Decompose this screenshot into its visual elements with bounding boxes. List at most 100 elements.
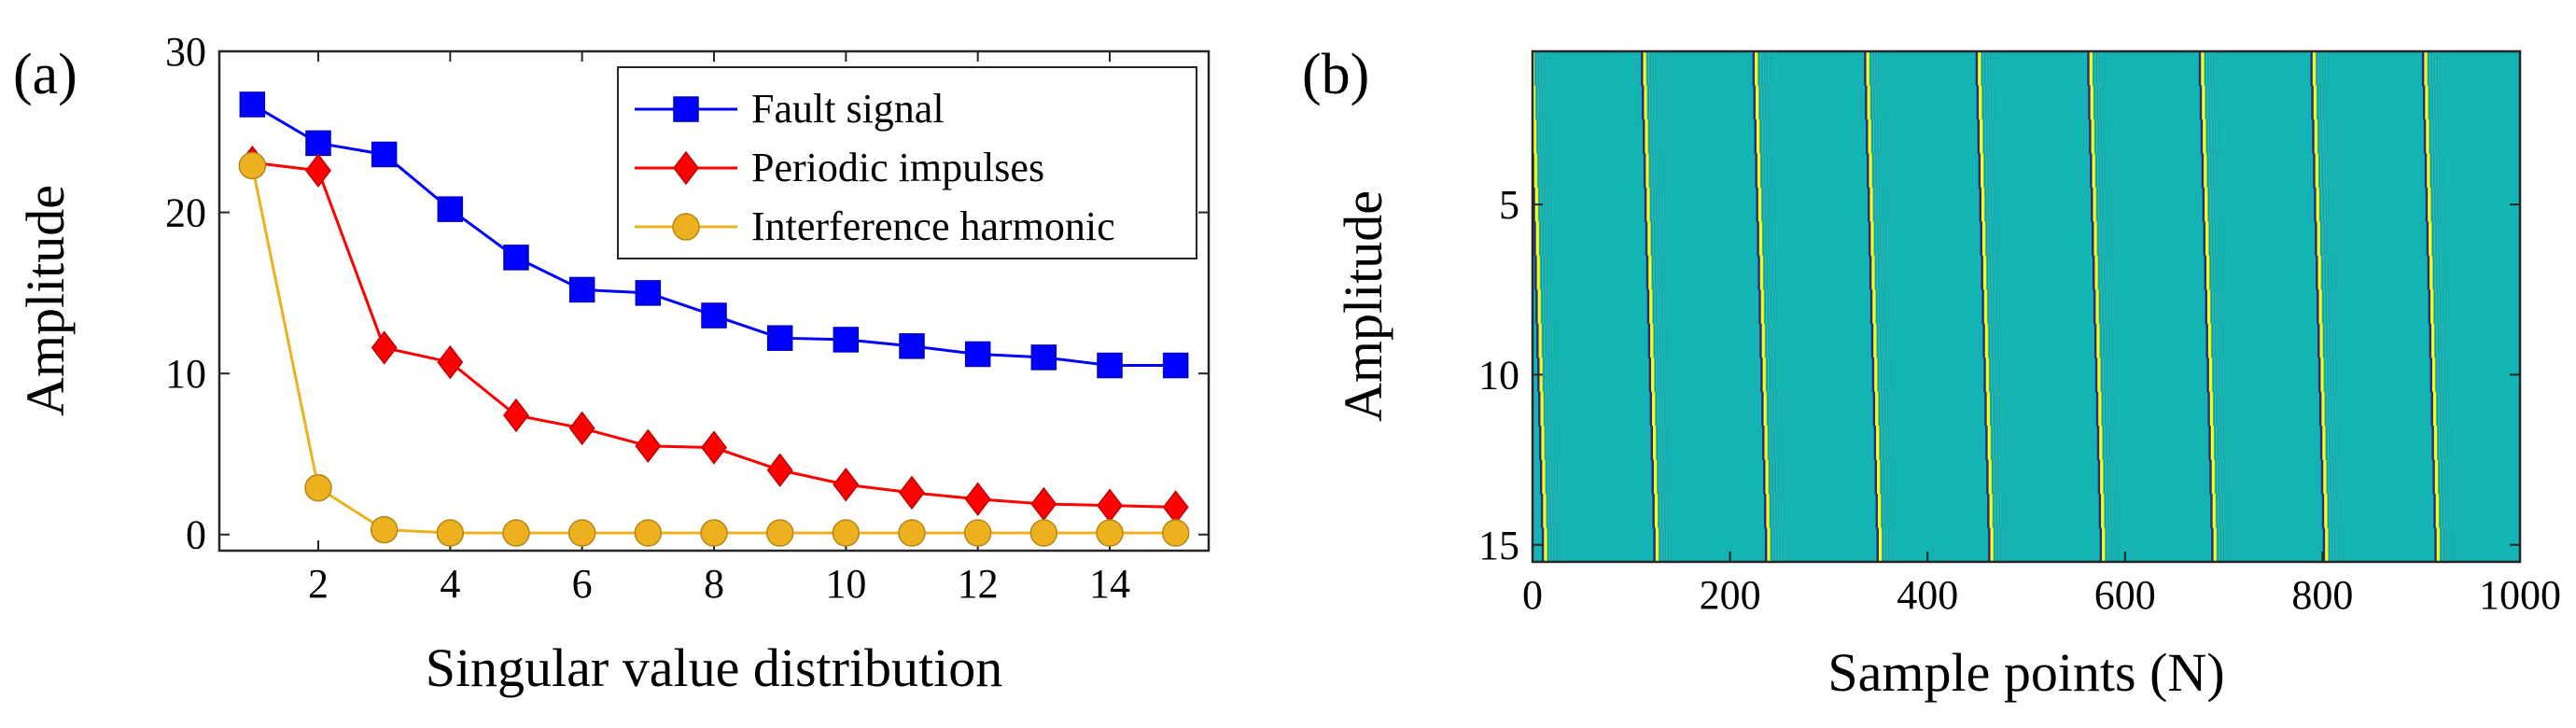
heatmap-stripe xyxy=(2107,187,2109,222)
heatmap-stripe xyxy=(1548,357,1550,393)
heatmap-stripe xyxy=(2112,357,2114,393)
heatmap-dark-line xyxy=(1763,459,1766,495)
heatmap-stripe xyxy=(2328,221,2330,257)
data-point-fault-signal xyxy=(371,141,398,168)
heatmap-stripe xyxy=(2315,51,2317,86)
heatmap-stripe xyxy=(2223,391,2225,427)
heatmap-stripe xyxy=(1667,255,1669,290)
heatmap-stripe xyxy=(1669,323,1671,358)
heatmap-impulse-line xyxy=(1652,391,1656,427)
heatmap-dark-line xyxy=(1650,426,1654,461)
heatmap-stripe xyxy=(1556,494,1558,529)
heatmap-impulse-band xyxy=(1864,51,1899,562)
heatmap-stripe xyxy=(1549,459,1552,495)
heatmap-stripe xyxy=(1652,221,1655,257)
heatmap-stripe xyxy=(2096,85,2098,120)
heatmap-dark-line xyxy=(2093,289,2096,325)
heatmap-stripe xyxy=(1550,153,1552,189)
heatmap-stripe xyxy=(2448,255,2450,290)
heatmap-stripe xyxy=(1875,221,1878,257)
heatmap-stripe xyxy=(1888,459,1891,495)
heatmap-stripe xyxy=(2436,51,2438,86)
heatmap-stripe xyxy=(2102,289,2104,325)
data-point-interference-harmonic xyxy=(567,519,596,547)
heatmap-stripe xyxy=(1553,527,1555,562)
heatmap-stripe xyxy=(1883,221,1886,257)
heatmap-stripe xyxy=(1661,51,1664,86)
heatmap-stripe xyxy=(1880,391,1882,427)
heatmap-stripe xyxy=(1987,51,1989,86)
heatmap-stripe xyxy=(2103,51,2105,86)
heatmap-stripe xyxy=(1545,51,1547,86)
heatmap-stripe xyxy=(2208,153,2210,189)
heatmap-stripe xyxy=(1986,119,1988,154)
heatmap-stripe xyxy=(1767,85,1770,120)
heatmap-stripe xyxy=(2115,527,2117,562)
heatmap-stripe xyxy=(2217,357,2219,393)
heatmap-stripe xyxy=(1887,426,1890,461)
heatmap-stripe xyxy=(1992,85,1994,120)
data-point-interference-harmonic xyxy=(765,519,794,547)
heatmap-stripe xyxy=(2329,153,2331,189)
heatmap-stripe xyxy=(2433,51,2435,86)
heatmap-stripe xyxy=(1671,459,1673,495)
heatmap-stripe xyxy=(1897,527,1899,562)
heatmap-impulse-line xyxy=(1542,459,1546,495)
heatmap-stripe xyxy=(2432,85,2435,120)
heatmap-stripe xyxy=(1875,85,1877,120)
heatmap-stripe xyxy=(2430,221,2432,257)
heatmap-dark-line xyxy=(2203,221,2206,257)
heatmap-stripe xyxy=(2105,119,2107,154)
heatmap-stripe xyxy=(2332,357,2334,393)
panel-b-x-tick-label: 0 xyxy=(1522,572,1543,618)
heatmap-stripe xyxy=(1550,391,1553,427)
heatmap-stripe xyxy=(2440,85,2442,120)
heatmap-stripe xyxy=(2112,221,2115,257)
data-point-periodic-impulses xyxy=(766,453,793,487)
heatmap-stripe xyxy=(1655,51,1657,86)
heatmap-stripe xyxy=(1550,255,1552,290)
heatmap-impulse-line xyxy=(1543,494,1547,529)
heatmap-impulse-line xyxy=(1984,323,1988,358)
heatmap-stripe xyxy=(2107,255,2110,290)
heatmap-dark-line xyxy=(1649,391,1653,427)
heatmap-stripe xyxy=(1659,527,1661,562)
heatmap-stripe xyxy=(1889,221,1891,257)
heatmap-dark-line xyxy=(1982,323,1985,358)
heatmap-stripe xyxy=(2318,153,2320,189)
data-point-interference-harmonic xyxy=(370,515,399,544)
heatmap-stripe xyxy=(1884,289,1886,325)
heatmap-stripe xyxy=(1671,494,1673,529)
heatmap-stripe xyxy=(2216,51,2218,86)
heatmap-stripe xyxy=(2215,255,2218,290)
heatmap-stripe xyxy=(2209,221,2211,257)
heatmap-stripe xyxy=(1551,85,1553,120)
heatmap-stripe xyxy=(2324,426,2327,461)
heatmap-stripe xyxy=(2219,255,2221,290)
heatmap-stripe xyxy=(2326,323,2328,358)
heatmap-stripe xyxy=(1985,255,1987,290)
heatmap-impulse-line xyxy=(1873,323,1877,358)
heatmap-dark-line xyxy=(1756,187,1758,222)
heatmap-stripe xyxy=(1990,187,1993,222)
heatmap-stripe xyxy=(1762,255,1764,290)
data-point-interference-harmonic xyxy=(502,519,530,547)
heatmap-stripe xyxy=(2439,323,2441,358)
heatmap-stripe xyxy=(1777,527,1780,562)
heatmap-stripe xyxy=(1995,459,1996,495)
heatmap-stripe xyxy=(2104,527,2106,562)
heatmap-stripe xyxy=(1891,494,1893,529)
heatmap-dark-line xyxy=(2091,187,2093,222)
heatmap-stripe xyxy=(2217,459,2219,495)
heatmap-stripe xyxy=(1878,357,1880,393)
heatmap-dark-line xyxy=(2320,459,2324,495)
heatmap-stripe xyxy=(1988,153,1990,189)
heatmap-stripe xyxy=(2001,391,2003,427)
heatmap-stripe xyxy=(2214,357,2216,393)
heatmap-stripe xyxy=(2104,221,2107,257)
heatmap-stripe xyxy=(1995,187,1998,222)
heatmap-stripe xyxy=(1649,51,1651,86)
heatmap-stripe xyxy=(1661,289,1663,325)
heatmap-stripe xyxy=(2440,426,2443,461)
